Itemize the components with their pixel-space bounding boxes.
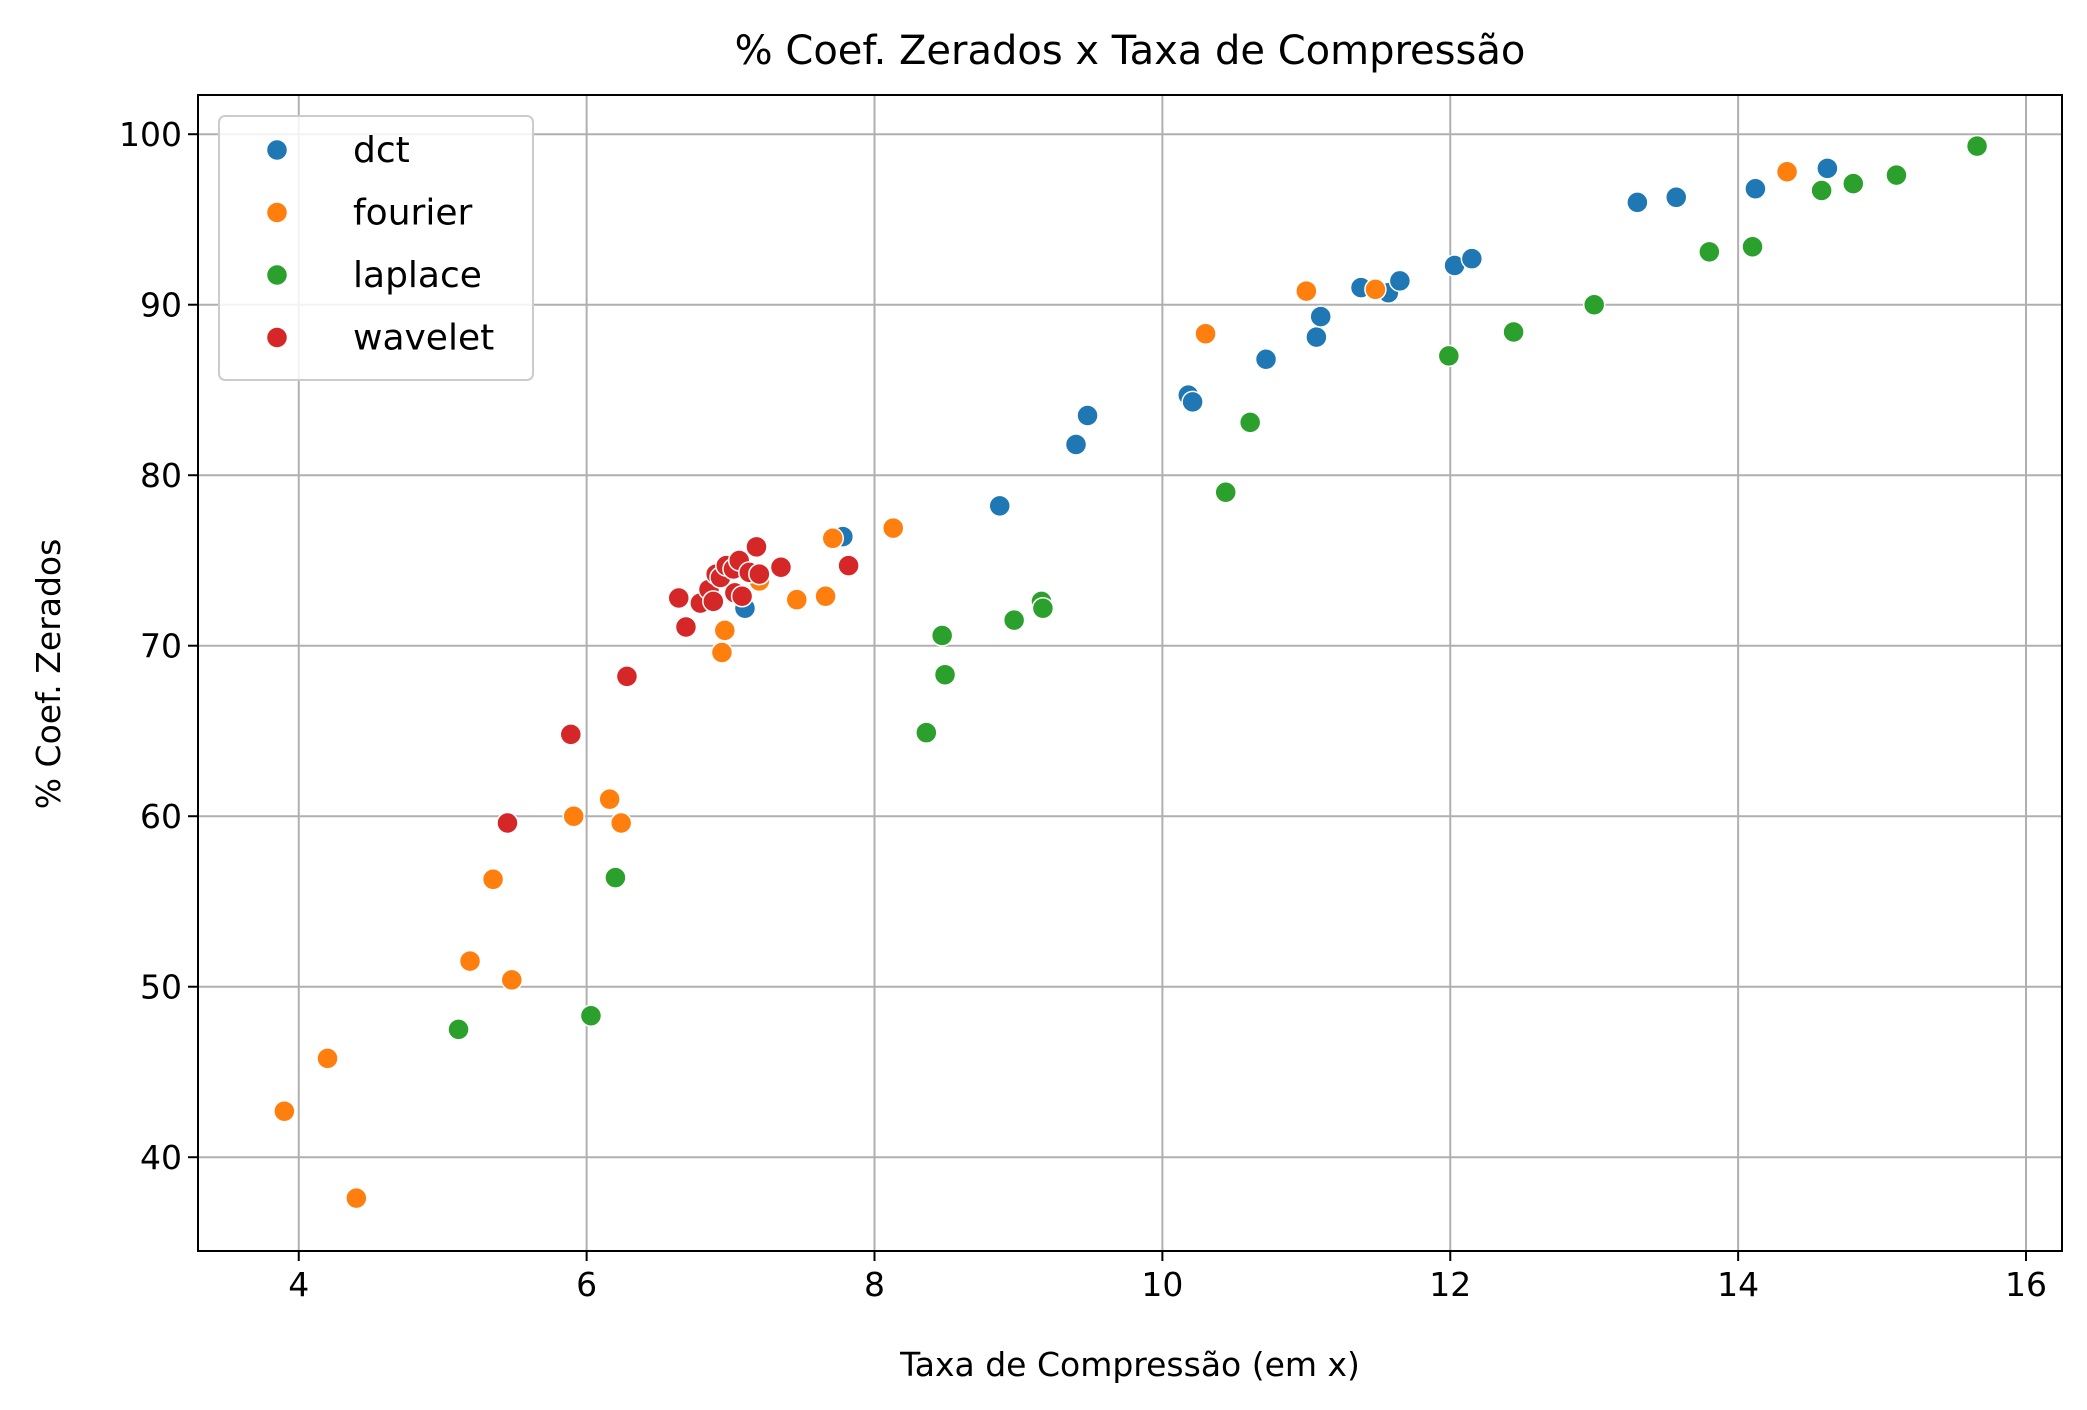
fourier-point [458, 949, 482, 973]
x-tick-label: 10 [1141, 1265, 1183, 1304]
y-tick-label: 80 [140, 456, 182, 495]
fourier-point [316, 1047, 339, 1070]
fourier-point [1295, 279, 1318, 303]
legend-label-laplace: laplace [353, 255, 482, 296]
fourier-point [273, 1099, 296, 1123]
laplace-point [1031, 596, 1055, 620]
laplace-point [1698, 240, 1721, 264]
laplace-point [447, 1018, 470, 1041]
laplace-point [933, 663, 957, 686]
legend-label-dct: dct [353, 130, 410, 171]
wavelet-point [745, 535, 768, 559]
y-tick-label: 60 [140, 797, 182, 836]
y-tick-label: 90 [140, 286, 182, 325]
laplace-point [1885, 163, 1908, 187]
fourier-point [821, 527, 845, 550]
laplace-point [1214, 481, 1237, 504]
wavelet-point [769, 556, 793, 579]
legend-marker-wavelet [265, 326, 289, 349]
laplace-point [1741, 235, 1764, 258]
dct-point [1254, 348, 1278, 371]
data-points [273, 134, 1989, 1210]
dct-point [1309, 305, 1332, 328]
dct-point [1460, 247, 1484, 270]
x-tick-label: 16 [2005, 1265, 2047, 1304]
fourier-point [1775, 160, 1799, 183]
dct-point [1664, 186, 1688, 209]
dct-point [1626, 191, 1649, 214]
wavelet-point [702, 590, 725, 613]
laplace-point [1502, 320, 1525, 344]
fourier-point [1364, 278, 1387, 301]
legend-marker-dct [265, 138, 289, 162]
dct-point [1181, 390, 1204, 414]
fourier-point [814, 585, 837, 608]
laplace-point [1965, 134, 1989, 158]
laplace-point [1582, 293, 1606, 316]
wavelet-point [748, 562, 771, 586]
wavelet-point [837, 554, 860, 577]
plot-area-frame [197, 94, 2063, 1252]
wavelet-point [667, 586, 691, 610]
legend-marker-laplace [265, 263, 289, 287]
dct-point [988, 494, 1011, 518]
fourier-point [345, 1186, 368, 1210]
y-tick-label: 100 [119, 115, 182, 154]
axis-ticks: 4 6 8 10 12 14 16 40 50 60 70 80 90 100 [119, 115, 2047, 1304]
x-axis-label: Taxa de Compressão (em x) [899, 1345, 1360, 1384]
fourier-point [598, 787, 621, 811]
laplace-point [930, 624, 954, 647]
x-tick-label: 8 [864, 1265, 885, 1304]
laplace-point [1002, 608, 1026, 632]
legend-box [218, 115, 534, 381]
chart-title: % Coef. Zerados x Taxa de Compressão [735, 28, 1526, 74]
fourier-point [481, 868, 505, 891]
fourier-point [881, 516, 905, 540]
wavelet-point [559, 723, 583, 746]
dct-point [1064, 433, 1088, 456]
laplace-point [604, 866, 627, 889]
laplace-point [579, 1004, 603, 1027]
wavelet-point [496, 811, 519, 835]
wavelet-point [674, 615, 698, 639]
dct-point [1816, 157, 1839, 180]
dct-point [1744, 177, 1767, 201]
legend-label-fourier: fourier [353, 193, 472, 234]
fourier-point [562, 804, 585, 828]
legend: dct fourier laplace wavelet [218, 115, 534, 381]
y-axis-label: % Coef. Zerados [29, 539, 68, 810]
dct-point [1388, 269, 1412, 293]
x-tick-label: 12 [1429, 1265, 1471, 1304]
x-tick-label: 6 [576, 1265, 597, 1304]
dct-point [1305, 325, 1328, 349]
fourier-point [1194, 322, 1217, 345]
x-tick-label: 14 [1717, 1265, 1759, 1304]
y-tick-label: 70 [140, 627, 182, 666]
laplace-point [1842, 172, 1865, 195]
fourier-point [713, 619, 737, 642]
x-tick-label: 4 [288, 1265, 309, 1304]
laplace-point [1810, 179, 1833, 202]
wavelet-point [615, 665, 639, 688]
legend-label-wavelet: wavelet [353, 318, 494, 359]
legend-marker-fourier [265, 201, 289, 224]
laplace-point [915, 721, 938, 744]
dct-point [1076, 404, 1099, 427]
wavelet-point [730, 585, 754, 608]
laplace-point [1238, 411, 1262, 434]
fourier-point [500, 968, 524, 992]
y-tick-label: 50 [140, 968, 182, 1007]
y-tick-label: 40 [140, 1138, 182, 1177]
fourier-point [609, 811, 633, 835]
laplace-point [1437, 344, 1461, 368]
fourier-point [785, 588, 809, 611]
fourier-point [710, 641, 734, 664]
